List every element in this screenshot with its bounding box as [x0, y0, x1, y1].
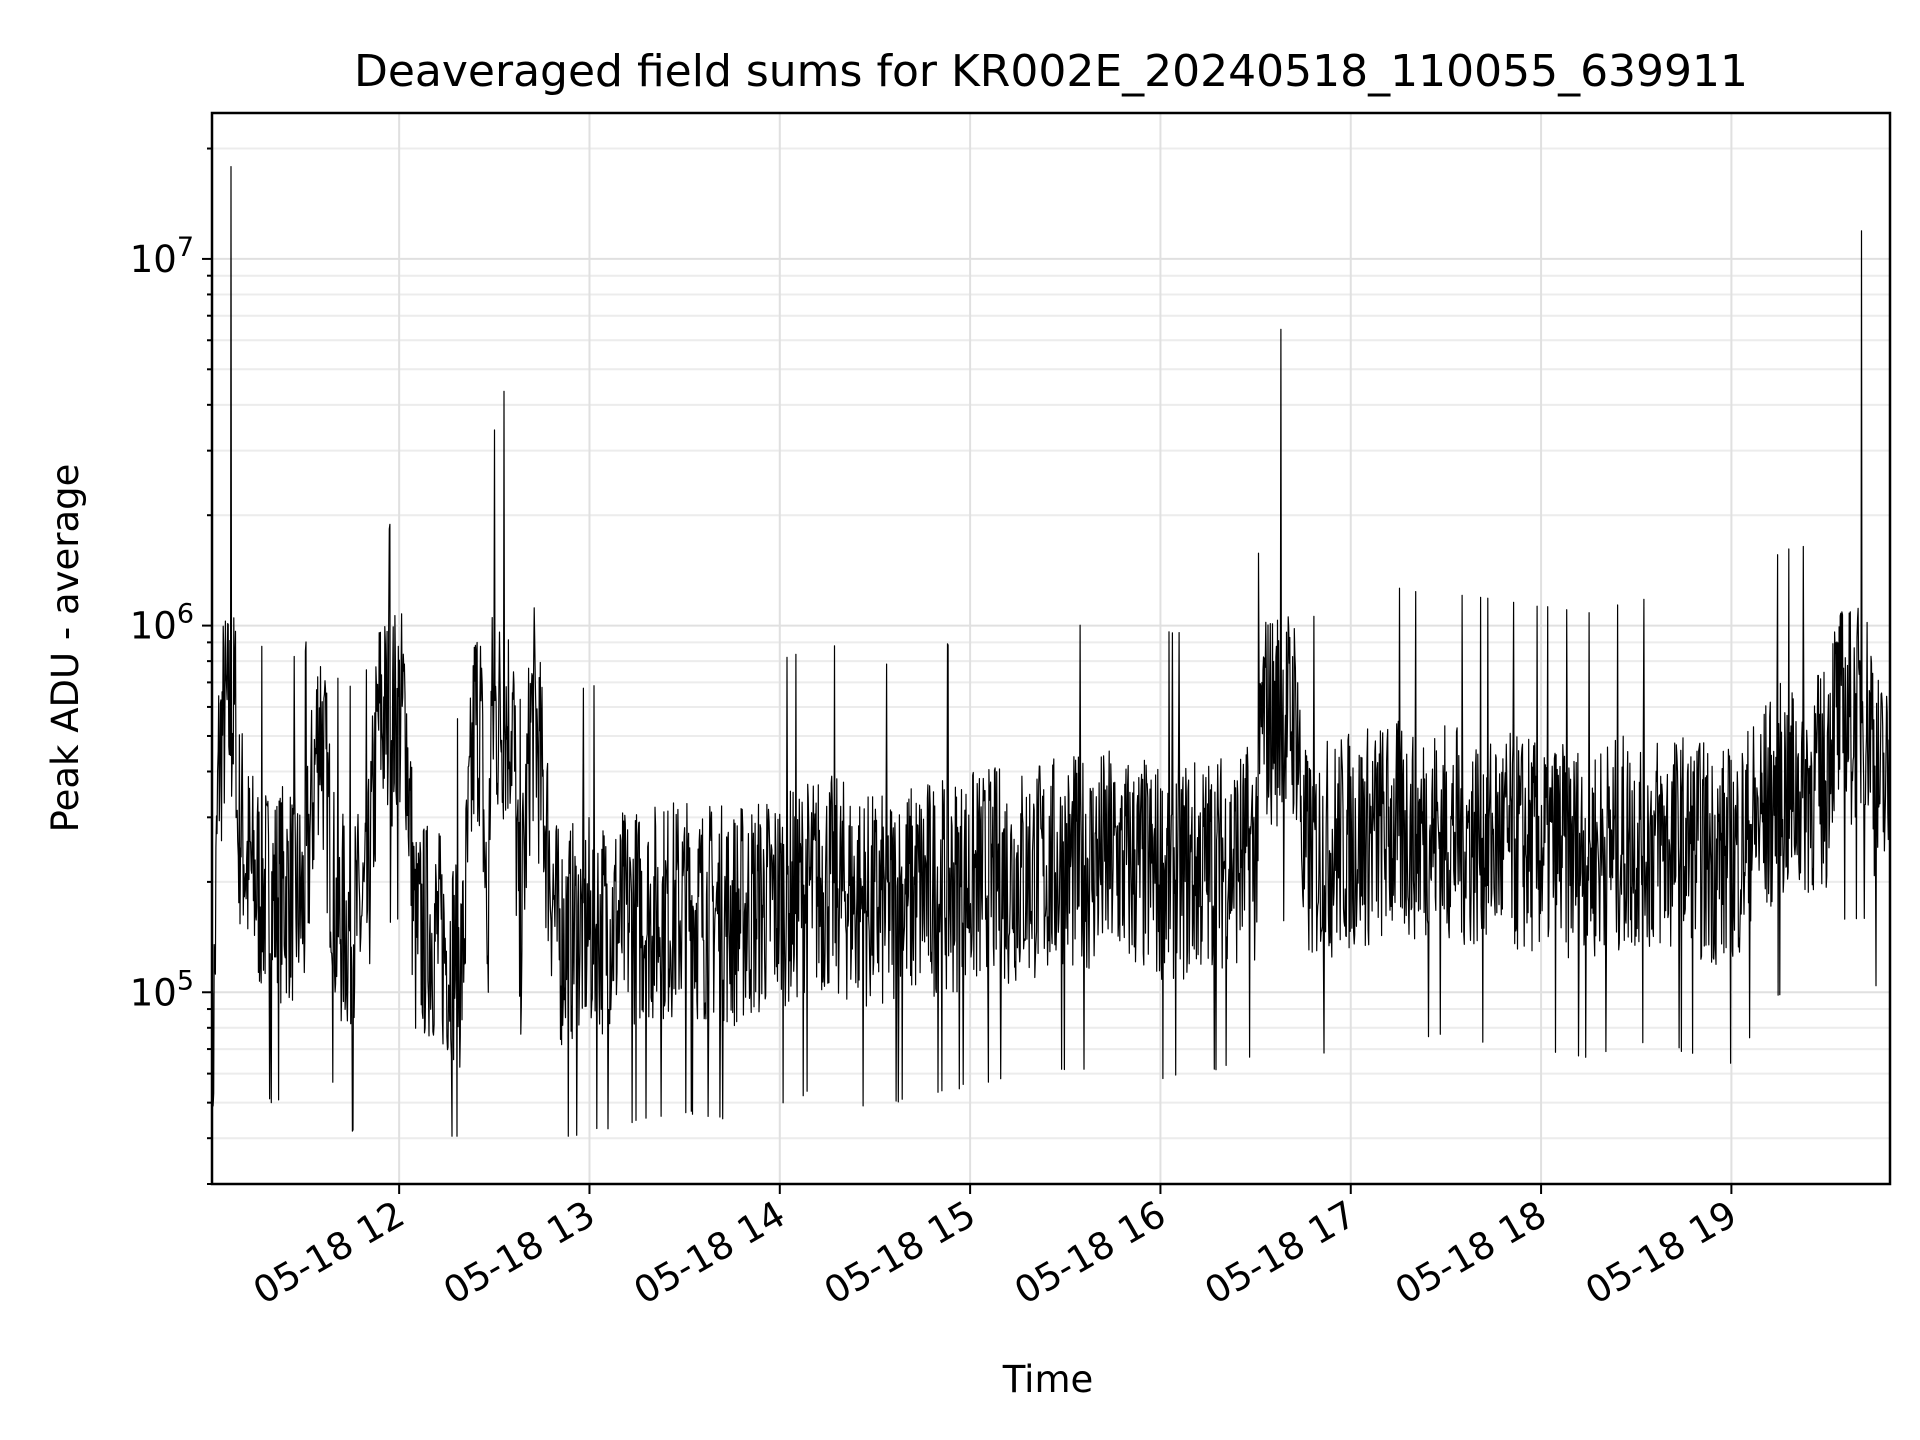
y-axis: 105 106 107 — [130, 147, 212, 1185]
x-tick-label: 05-18 16 — [1007, 1193, 1173, 1313]
x-axis-label: Time — [1002, 1358, 1094, 1401]
x-tick-label: 05-18 18 — [1388, 1193, 1554, 1313]
x-tick-label: 05-18 14 — [627, 1193, 793, 1313]
y-tick-label: 107 — [130, 232, 194, 281]
x-tick-label: 05-18 13 — [436, 1193, 602, 1313]
grid — [212, 113, 1890, 1185]
y-axis-label: Peak ADU - average — [44, 464, 87, 833]
y-tick-label: 105 — [130, 965, 194, 1014]
data-line — [211, 166, 1891, 1137]
series-line — [211, 166, 1891, 1137]
plot-frame — [210, 111, 1892, 1186]
x-axis: 05-18 12 05-18 13 05-18 14 05-18 15 05-18 16… — [246, 1184, 1744, 1313]
x-tick-label: 05-18 15 — [817, 1193, 983, 1313]
y-tick-label: 106 — [130, 599, 194, 648]
x-tick-label: 05-18 19 — [1578, 1193, 1744, 1313]
chart-title: Deaveraged field sums for KR002E_2024051… — [354, 46, 1748, 97]
x-tick-label: 05-18 17 — [1198, 1193, 1364, 1313]
x-tick-label: 05-18 12 — [246, 1193, 412, 1313]
